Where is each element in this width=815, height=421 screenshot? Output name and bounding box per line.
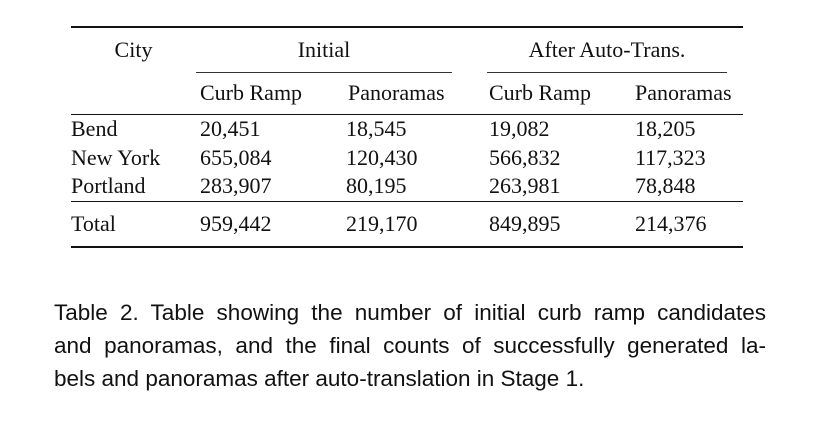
initial-group-underline bbox=[196, 72, 452, 73]
table-total-row: Total 959,442 219,170 849,895 214,376 bbox=[71, 200, 743, 248]
table-caption: Table 2. Table showing the number of ini… bbox=[54, 296, 766, 395]
row-after-pano: 117,323 bbox=[635, 144, 706, 170]
header-sub-after: Curb Ramp Panoramas bbox=[487, 72, 743, 115]
header-city: City bbox=[71, 26, 196, 72]
header-after: After Auto-Trans. bbox=[528, 37, 686, 62]
header-after-cell: After Auto-Trans. bbox=[487, 26, 743, 72]
row-initial-curb: 655,084 bbox=[200, 144, 272, 170]
total-after-curb: 849,895 bbox=[487, 200, 635, 248]
curb-ramp-table: City Initial After Auto-Trans. Curb Ramp… bbox=[71, 26, 743, 248]
after-group-underline bbox=[487, 72, 727, 73]
total-after-pano: 214,376 bbox=[635, 200, 743, 248]
row-initial-pano: 18,545 bbox=[346, 114, 487, 144]
header-sub-empty bbox=[71, 72, 196, 115]
caption-line: bels and panoramas after auto-translatio… bbox=[54, 366, 585, 391]
row-after-curb: 19,082 bbox=[487, 114, 635, 144]
header-sub-initial: Curb Ramp Panoramas bbox=[196, 72, 487, 115]
table-row: New York 655,084 120,430 566,832 117,323 bbox=[71, 144, 743, 173]
caption-line: Table 2. Table showing the number of ini… bbox=[54, 300, 766, 325]
header-sub-initial-curb: Curb Ramp bbox=[200, 80, 303, 105]
table-row: Bend 20,451 18,545 19,082 18,205 bbox=[71, 114, 743, 144]
row-initial-curb: 283,907 bbox=[200, 173, 272, 199]
total-label: Total bbox=[71, 200, 196, 248]
row-city: Bend bbox=[71, 114, 196, 144]
row-after-curb: 566,832 bbox=[489, 144, 561, 170]
row-initial-pano: 120,430 bbox=[346, 144, 418, 170]
header-sub-after-pano: Panoramas bbox=[635, 80, 732, 105]
caption-line: and panoramas, and the final counts of s… bbox=[54, 333, 766, 358]
header-initial-cell: Initial bbox=[196, 26, 487, 72]
row-after-pano: 18,205 bbox=[635, 114, 743, 144]
row-initial-curb: 20,451 bbox=[196, 114, 346, 144]
table-row: Portland 283,907 80,195 263,981 78,848 bbox=[71, 172, 743, 201]
row-city: New York bbox=[71, 144, 161, 170]
header-sub-initial-pano: Panoramas bbox=[348, 80, 445, 105]
results-table-container: City Initial After Auto-Trans. Curb Ramp… bbox=[71, 26, 743, 248]
row-after-curb: 263,981 bbox=[489, 173, 561, 199]
header-sub-after-curb: Curb Ramp bbox=[489, 80, 592, 105]
row-after-pano: 78,848 bbox=[635, 173, 696, 199]
header-initial: Initial bbox=[297, 37, 351, 62]
table-header-group-row: City Initial After Auto-Trans. bbox=[71, 26, 743, 72]
total-initial-pano: 219,170 bbox=[346, 200, 487, 248]
total-initial-curb: 959,442 bbox=[196, 200, 346, 248]
table-header-sub-row: Curb Ramp Panoramas Curb Ramp Panoramas bbox=[71, 72, 743, 115]
row-city: Portland bbox=[71, 173, 146, 199]
row-initial-pano: 80,195 bbox=[346, 173, 407, 199]
